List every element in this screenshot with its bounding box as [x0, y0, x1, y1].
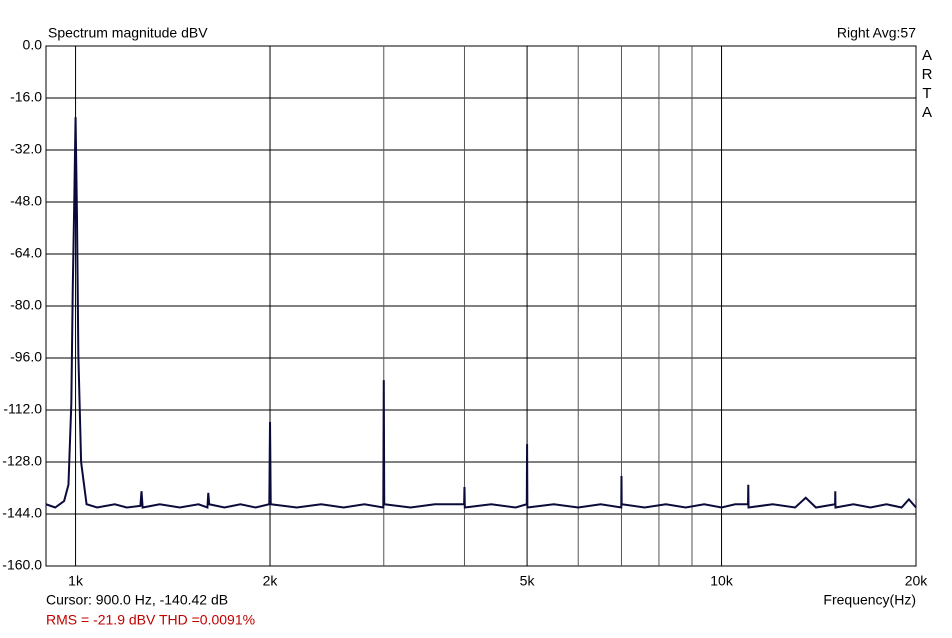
y-tick-label: -32.0	[10, 141, 42, 157]
brand-label: ARTA	[921, 47, 933, 121]
x-tick-label: 5k	[520, 573, 536, 589]
y-tick-label: -80.0	[10, 297, 42, 313]
y-tick-label: -160.0	[2, 557, 42, 573]
x-tick-label: 20k	[905, 573, 929, 589]
x-tick-label: 10k	[710, 573, 734, 589]
chart-title: Spectrum magnitude dBV	[48, 25, 208, 41]
spectrum-line	[45, 117, 917, 509]
measurement-readout: RMS = -21.9 dBV THD =0.0091%	[46, 612, 255, 628]
y-tick-label: -16.0	[10, 89, 42, 105]
x-axis-label: Frequency(Hz)	[823, 592, 916, 608]
y-tick-label: -144.0	[2, 505, 42, 521]
y-tick-label: 0.0	[23, 37, 43, 53]
y-tick-label: -48.0	[10, 193, 42, 209]
y-tick-label: -128.0	[2, 453, 42, 469]
x-tick-label: 1k	[68, 573, 84, 589]
x-tick-label: 2k	[263, 573, 279, 589]
y-tick-label: -64.0	[10, 245, 42, 261]
cursor-readout: Cursor: 900.0 Hz, -140.42 dB	[46, 592, 228, 608]
y-tick-label: -96.0	[10, 349, 42, 365]
y-tick-label: -112.0	[3, 401, 42, 417]
channel-info: Right Avg:57	[837, 25, 916, 41]
